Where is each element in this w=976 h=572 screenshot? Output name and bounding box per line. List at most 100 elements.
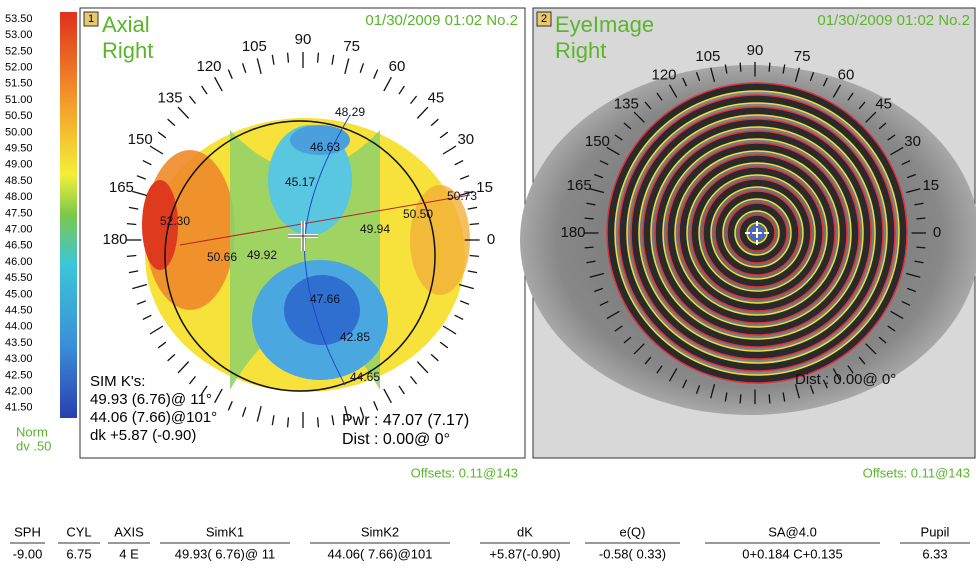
scale-label: 45.00 <box>5 288 33 300</box>
ring <box>702 178 812 288</box>
dial-tick <box>214 388 223 404</box>
map-value: 42.85 <box>340 330 370 344</box>
crosshair <box>750 226 764 240</box>
dial-label: 15 <box>476 179 493 196</box>
ring <box>631 107 883 359</box>
dial-label: 30 <box>904 133 921 150</box>
map-value: 49.94 <box>360 222 390 236</box>
ring <box>678 154 836 312</box>
dial-tick <box>858 356 866 365</box>
ring <box>690 166 824 300</box>
map-value: 50.66 <box>207 250 237 264</box>
dial-label: 75 <box>794 48 811 65</box>
axial-map <box>142 114 471 392</box>
dial-tick <box>739 62 742 72</box>
ring <box>662 138 852 328</box>
dial-tick <box>865 343 877 355</box>
dial-tick <box>586 202 596 206</box>
ring <box>739 215 775 251</box>
dial-label: 15 <box>922 177 939 194</box>
dial-tick <box>768 394 771 404</box>
ring <box>642 118 872 348</box>
color-bar <box>60 12 77 418</box>
dial-tick <box>286 52 290 63</box>
ring <box>698 174 816 292</box>
timestamp: 01/30/2009 01:02 No.2 <box>365 12 518 29</box>
ring <box>727 203 787 263</box>
dial-tick <box>177 361 190 374</box>
ring <box>710 186 804 280</box>
scale-label: 50.50 <box>5 110 33 122</box>
scale-label: 47.00 <box>5 224 33 236</box>
map-value: 49.92 <box>247 248 277 262</box>
dial-tick <box>710 384 716 399</box>
dial-tick <box>887 134 896 141</box>
scale-label: 41.50 <box>5 402 33 414</box>
dial-tick <box>606 310 620 320</box>
simk-line: 49.93 (6.76)@ 11° <box>90 391 212 408</box>
dial-tick <box>599 160 609 166</box>
scale-label: 46.50 <box>5 240 33 252</box>
ring <box>726 202 788 264</box>
dial-label: 45 <box>875 95 892 112</box>
dial-tick <box>878 122 887 130</box>
ring <box>703 179 811 287</box>
table-header: AXIS <box>114 524 144 539</box>
map-title: EyeImage <box>555 12 654 37</box>
scale-label: 44.00 <box>5 321 33 333</box>
dial-tick <box>865 111 877 123</box>
dial-tick <box>126 222 137 226</box>
dial-tick <box>906 188 921 194</box>
ring <box>738 214 776 252</box>
dial-tick <box>149 145 164 155</box>
dial-tick <box>167 353 176 362</box>
dial-tick <box>442 325 457 335</box>
map-value: 46.63 <box>310 140 340 154</box>
dial-label: 135 <box>158 90 183 107</box>
table-header: SimK2 <box>361 524 399 539</box>
dial-tick <box>149 325 164 335</box>
dial-tick <box>188 95 196 105</box>
dial-tick <box>467 206 478 210</box>
scale-label: 46.00 <box>5 256 33 268</box>
dial-tick <box>331 54 335 65</box>
dial-label: 180 <box>560 224 585 241</box>
dial-tick <box>614 325 623 332</box>
dial-tick <box>410 375 418 385</box>
ring <box>679 155 835 311</box>
dial-label: 0 <box>487 231 495 248</box>
dial-tick <box>633 111 645 123</box>
offsets: Offsets: 0.11@143 <box>411 465 518 480</box>
dial-tick <box>344 405 350 422</box>
dial-tick <box>644 101 652 110</box>
dial-tick <box>241 407 247 417</box>
dial-tick <box>594 173 604 179</box>
table-cell: 6.33 <box>922 546 947 561</box>
scale-step: dv .50 <box>16 438 51 453</box>
dial-tick <box>256 58 262 75</box>
dial-tick <box>878 336 887 344</box>
dial-tick <box>724 64 728 74</box>
dial-tick <box>416 106 429 119</box>
table-header: Pupil <box>921 524 950 539</box>
dial-tick <box>214 76 223 92</box>
dial-tick <box>410 95 418 105</box>
distance: Dist : 0.00@ 0° <box>342 431 450 448</box>
dial-tick <box>809 72 815 82</box>
dial-tick <box>344 58 350 75</box>
table-header: CYL <box>66 524 91 539</box>
dial-tick <box>914 260 924 264</box>
dial-tick <box>832 368 842 382</box>
dial-tick <box>416 361 429 374</box>
dial-tick <box>136 175 147 180</box>
map-value: 50.50 <box>403 207 433 221</box>
scale-label: 49.50 <box>5 143 33 155</box>
dial-label: 165 <box>567 177 592 194</box>
dial-label: 30 <box>457 131 474 148</box>
dial-tick <box>887 325 896 332</box>
table-cell: +5.87(-0.90) <box>489 546 560 561</box>
dial-tick <box>142 159 152 166</box>
dial-tick <box>454 159 464 166</box>
table-header: e(Q) <box>620 524 646 539</box>
